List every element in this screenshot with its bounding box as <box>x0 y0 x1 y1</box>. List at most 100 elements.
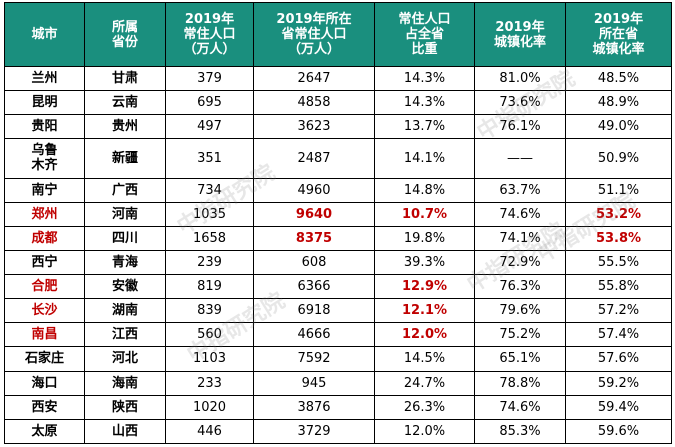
cell-province: 湖南 <box>84 298 166 324</box>
cell-urban: 74.1% <box>474 225 566 251</box>
cell-province: 新疆 <box>84 138 166 179</box>
cell-prov-urban: 50.9% <box>565 138 672 179</box>
cell-prov-urban: 55.5% <box>565 249 672 276</box>
cell-province: 河北 <box>84 346 166 372</box>
cell-province: 甘肃 <box>84 65 166 92</box>
cell-city: 南宁 <box>4 177 85 203</box>
cell-prov-pop: 608 <box>253 249 375 276</box>
cell-pop: 379 <box>165 65 254 92</box>
cell-prov-urban: 57.6% <box>565 346 672 372</box>
cell-share: 12.0% <box>374 418 475 445</box>
cell-province: 陕西 <box>84 394 166 420</box>
cell-city: 成都 <box>4 225 85 251</box>
header-share-text: 常住人口 占全省 比重 <box>398 12 451 57</box>
table-row: 南昌 江西 560 4666 12.0% 75.2% 57.4% <box>4 322 672 348</box>
cell-urban: 65.1% <box>474 346 566 372</box>
table-row: 兰州 甘肃 379 2647 14.3% 81.0% 48.5% <box>4 65 672 92</box>
cell-prov-urban: 57.2% <box>565 298 672 324</box>
table-row: 太原 山西 446 3729 12.0% 85.3% 59.6% <box>4 418 672 445</box>
header-province: 所属 省份 <box>84 2 166 67</box>
cell-share: 14.1% <box>374 138 475 179</box>
cell-share: 24.7% <box>374 370 475 396</box>
cell-province: 青海 <box>84 249 166 276</box>
cell-prov-urban: 48.9% <box>565 90 672 116</box>
cell-prov-pop: 8375 <box>253 225 375 251</box>
cell-city: 石家庄 <box>4 346 85 372</box>
cell-prov-pop: 945 <box>253 370 375 396</box>
cell-province: 贵州 <box>84 114 166 140</box>
cell-share: 13.7% <box>374 114 475 140</box>
city-population-table: 城市 所属 省份 2019年 常住人口 （万人） 2019年所在 省常住人口 （… <box>4 2 672 445</box>
table-row: 昆明 云南 695 4858 14.3% 73.6% 48.9% <box>4 90 672 116</box>
table-row: 长沙 湖南 839 6918 12.1% 79.6% 57.2% <box>4 298 672 324</box>
cell-pop: 1658 <box>165 225 254 251</box>
cell-city: 昆明 <box>4 90 85 116</box>
table-row: 郑州 河南 1035 9640 10.7% 74.6% 53.2% <box>4 201 672 227</box>
cell-prov-urban: 51.1% <box>565 177 672 203</box>
cell-city: 长沙 <box>4 298 85 324</box>
cell-share: 14.8% <box>374 177 475 203</box>
cell-pop: 239 <box>165 249 254 276</box>
table-row: 贵阳 贵州 497 3623 13.7% 76.1% 49.0% <box>4 114 672 140</box>
cell-city: 西宁 <box>4 249 85 276</box>
header-prov-pop-text: 2019年所在 省常住人口 （万人） <box>276 12 352 57</box>
cell-share: 14.5% <box>374 346 475 372</box>
header-urban-text: 2019年 城镇化率 <box>493 19 546 50</box>
cell-urban: 76.3% <box>474 274 566 300</box>
cell-prov-pop: 4858 <box>253 90 375 116</box>
cell-urban: 78.8% <box>474 370 566 396</box>
cell-prov-pop: 6366 <box>253 274 375 300</box>
cell-pop: 819 <box>165 274 254 300</box>
cell-prov-pop: 6918 <box>253 298 375 324</box>
cell-prov-urban: 53.8% <box>565 225 672 251</box>
cell-prov-pop: 4960 <box>253 177 375 203</box>
cell-province: 四川 <box>84 225 166 251</box>
cell-urban: 81.0% <box>474 65 566 92</box>
header-urban: 2019年 城镇化率 <box>474 2 566 67</box>
table-row: 西宁 青海 239 608 39.3% 72.9% 55.5% <box>4 249 672 276</box>
cell-city: 西安 <box>4 394 85 420</box>
cell-prov-pop: 2647 <box>253 65 375 92</box>
cell-urban: 79.6% <box>474 298 566 324</box>
cell-share: 19.8% <box>374 225 475 251</box>
cell-share: 10.7% <box>374 201 475 227</box>
cell-province: 山西 <box>84 418 166 445</box>
cell-pop: 839 <box>165 298 254 324</box>
cell-prov-urban: 55.8% <box>565 274 672 300</box>
cell-share: 14.3% <box>374 90 475 116</box>
header-pop-text: 2019年 常住人口 （万人） <box>183 12 236 57</box>
cell-share: 12.9% <box>374 274 475 300</box>
cell-pop: 734 <box>165 177 254 203</box>
cell-prov-urban: 59.4% <box>565 394 672 420</box>
header-prov-urban: 2019年 所在省 城镇化率 <box>565 2 672 67</box>
cell-pop: 1035 <box>165 201 254 227</box>
table-row: 成都 四川 1658 8375 19.8% 74.1% 53.8% <box>4 225 672 251</box>
cell-urban: 76.1% <box>474 114 566 140</box>
cell-city: 贵阳 <box>4 114 85 140</box>
cell-city: 海口 <box>4 370 85 396</box>
cell-prov-urban: 49.0% <box>565 114 672 140</box>
cell-prov-pop: 9640 <box>253 201 375 227</box>
cell-province: 河南 <box>84 201 166 227</box>
cell-urban: 75.2% <box>474 322 566 348</box>
cell-city: 郑州 <box>4 201 85 227</box>
cell-pop: 1103 <box>165 346 254 372</box>
cell-pop: 233 <box>165 370 254 396</box>
cell-prov-urban: 59.2% <box>565 370 672 396</box>
table-row: 乌鲁 木齐 新疆 351 2487 14.1% —— 50.9% <box>4 138 672 179</box>
table-row: 南宁 广西 734 4960 14.8% 63.7% 51.1% <box>4 177 672 203</box>
header-prov-urban-text: 2019年 所在省 城镇化率 <box>592 12 645 57</box>
cell-prov-urban: 48.5% <box>565 65 672 92</box>
cell-prov-pop: 7592 <box>253 346 375 372</box>
header-city: 城市 <box>4 2 85 67</box>
table-header-row: 城市 所属 省份 2019年 常住人口 （万人） 2019年所在 省常住人口 （… <box>4 2 672 67</box>
cell-prov-urban: 59.6% <box>565 418 672 445</box>
cell-share: 12.0% <box>374 322 475 348</box>
cell-city: 太原 <box>4 418 85 445</box>
cell-province: 江西 <box>84 322 166 348</box>
table-row: 西安 陕西 1020 3876 26.3% 74.6% 59.4% <box>4 394 672 420</box>
cell-pop: 351 <box>165 138 254 179</box>
cell-urban: 73.6% <box>474 90 566 116</box>
cell-share: 12.1% <box>374 298 475 324</box>
cell-city: 兰州 <box>4 65 85 92</box>
